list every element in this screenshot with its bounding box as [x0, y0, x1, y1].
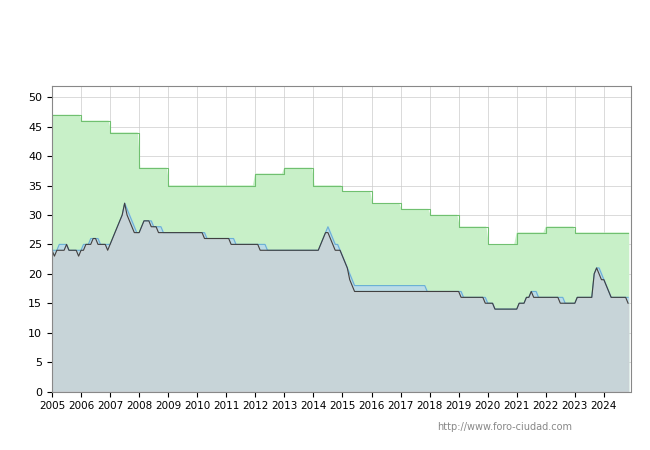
Text: http://www.foro-ciudad.com: http://www.foro-ciudad.com: [437, 422, 572, 432]
Text: Caltojar - Evolucion de la poblacion en edad de Trabajar Noviembre de 2024: Caltojar - Evolucion de la poblacion en …: [70, 21, 580, 33]
